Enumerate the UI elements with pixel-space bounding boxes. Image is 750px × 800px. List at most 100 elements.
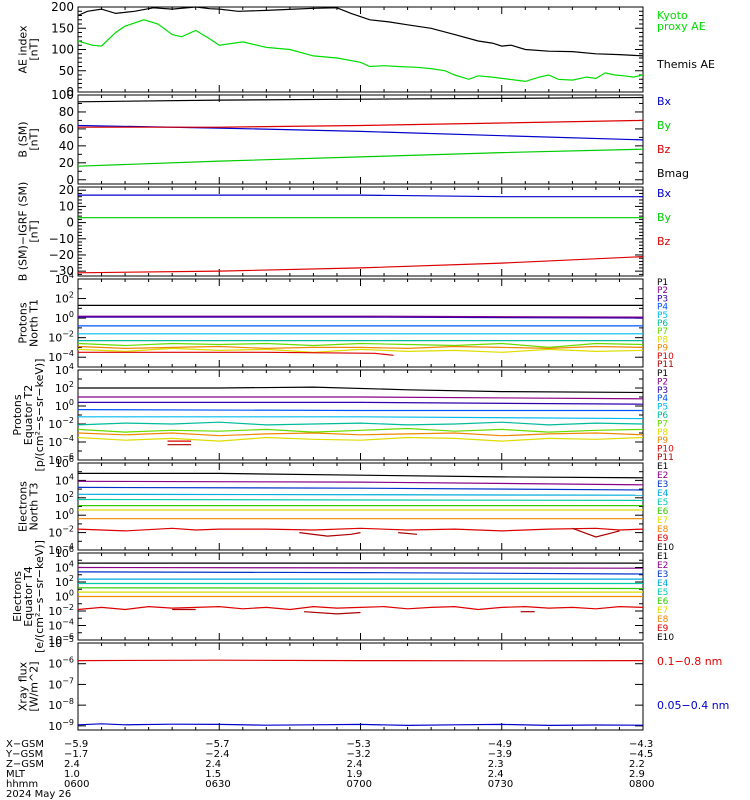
y-tick-label: 102 bbox=[55, 574, 74, 589]
legend-label: Bz bbox=[657, 235, 671, 248]
series-line bbox=[78, 386, 644, 394]
y-axis-label: [e/(cm²−s−sr−keV)] bbox=[33, 540, 46, 653]
ephemeris-value: 1.5 bbox=[205, 769, 221, 780]
legend-label: P2 bbox=[657, 286, 668, 296]
panel-frame bbox=[77, 642, 644, 731]
y-axis-label: B (SM)−IGRF (SM) bbox=[17, 182, 30, 282]
series-line bbox=[77, 659, 644, 662]
date-label: 2024 May 26 bbox=[6, 789, 71, 800]
y-tick-label: 0 bbox=[66, 216, 74, 230]
legend-label: E3 bbox=[657, 480, 668, 490]
legend-label: P8 bbox=[657, 428, 668, 438]
y-axis-label: North T1 bbox=[28, 299, 41, 347]
legend-label: 0.1−0.8 nm bbox=[657, 655, 722, 668]
ephemeris-value: 0600 bbox=[64, 779, 89, 790]
y-tick-label: 10−2 bbox=[48, 525, 74, 540]
y-tick-label: 104 bbox=[55, 560, 74, 575]
legend-label: proxy AE bbox=[657, 20, 706, 33]
y-tick-label: 102 bbox=[55, 490, 74, 505]
series-line bbox=[78, 401, 644, 405]
legend-label: E7 bbox=[657, 516, 668, 526]
series-line bbox=[78, 472, 644, 479]
y-tick-label: 106 bbox=[55, 545, 74, 560]
ephemeris-value: 1.9 bbox=[347, 769, 363, 780]
ephemeris-row-label: hhmm bbox=[6, 779, 38, 790]
series-line bbox=[77, 409, 643, 412]
legend-label: P6 bbox=[657, 319, 668, 329]
y-axis-label: Protons bbox=[11, 394, 24, 435]
legend-label: E5 bbox=[657, 588, 668, 598]
ephemeris-row-label: X−GSM bbox=[6, 739, 44, 750]
legend-label: E6 bbox=[657, 507, 669, 517]
y-tick-label: 10−9 bbox=[48, 718, 74, 733]
legend-label: Themis AE bbox=[656, 58, 715, 71]
series-line bbox=[77, 723, 644, 727]
legend-label: E8 bbox=[657, 525, 669, 535]
y-axis-label: [p/(cm²−s−sr−keV)] bbox=[33, 359, 46, 472]
y-tick-label: 100 bbox=[55, 398, 74, 413]
ephemeris-value: −5.9 bbox=[64, 739, 88, 750]
legend-label: E7 bbox=[657, 606, 668, 616]
series-line bbox=[77, 566, 644, 569]
y-tick-label: 10−7 bbox=[48, 676, 74, 691]
ephemeris-value: 2.2 bbox=[629, 759, 645, 770]
y-tick-label: −20 bbox=[49, 248, 74, 262]
ephemeris-value: 2.4 bbox=[205, 759, 221, 770]
legend-label: E8 bbox=[657, 615, 669, 625]
legend-label: E9 bbox=[657, 534, 669, 544]
series-line bbox=[77, 19, 644, 83]
legend-label: P2 bbox=[657, 377, 668, 387]
ephemeris-value: 0730 bbox=[488, 779, 513, 790]
series-line bbox=[78, 316, 644, 319]
y-tick-label: 10−2 bbox=[48, 416, 74, 431]
ephemeris-value: 2.4 bbox=[64, 759, 80, 770]
legend-label: P3 bbox=[657, 294, 668, 304]
y-tick-label: 10−8 bbox=[48, 697, 74, 712]
y-tick-label: 80 bbox=[59, 105, 74, 119]
ephemeris-value: −5.7 bbox=[205, 739, 229, 750]
series-line bbox=[77, 432, 644, 437]
ephemeris-row-label: Z−GSM bbox=[6, 759, 44, 770]
y-tick-label: 20 bbox=[59, 183, 74, 197]
series-line bbox=[303, 611, 361, 615]
y-tick-label: 150 bbox=[51, 21, 74, 35]
panel-frame bbox=[77, 278, 644, 368]
series-line bbox=[77, 427, 644, 433]
ephemeris-value: 2.3 bbox=[488, 759, 504, 770]
y-tick-label: 10−4 bbox=[48, 349, 74, 364]
series-line bbox=[77, 345, 644, 350]
legend-label: Bz bbox=[657, 143, 671, 156]
series-line bbox=[77, 421, 644, 426]
y-tick-label: 200 bbox=[51, 0, 74, 14]
series-line bbox=[77, 148, 644, 167]
ephemeris-row-label: MLT bbox=[6, 769, 26, 780]
y-axis-label: Protons bbox=[17, 302, 30, 343]
series-line bbox=[77, 486, 644, 491]
panel-7: 10−610−410−2100102104106ElectronsEquator… bbox=[11, 540, 674, 653]
y-tick-label: 100 bbox=[55, 507, 74, 522]
y-tick-label: 10−6 bbox=[48, 632, 74, 647]
y-tick-label: 104 bbox=[55, 271, 74, 286]
y-tick-label: 100 bbox=[51, 88, 74, 102]
y-tick-label: 10−6 bbox=[48, 452, 74, 467]
series-line bbox=[77, 342, 644, 349]
series-line bbox=[78, 416, 644, 420]
ephemeris-value: −4.3 bbox=[629, 739, 653, 750]
series-line bbox=[572, 527, 620, 538]
legend-label: Bx bbox=[657, 187, 672, 200]
y-axis-label: [nT] bbox=[28, 38, 41, 60]
y-tick-label: 0 bbox=[66, 85, 74, 99]
ephemeris-value: −2.4 bbox=[205, 749, 229, 760]
legend-label: P9 bbox=[657, 344, 668, 354]
legend-label: Bmag bbox=[657, 167, 689, 180]
series-line bbox=[78, 194, 643, 198]
y-tick-label: 102 bbox=[55, 291, 74, 306]
legend-label: P3 bbox=[657, 386, 668, 396]
y-tick-label: 100 bbox=[51, 43, 74, 57]
series-line bbox=[77, 571, 644, 575]
series-line bbox=[78, 119, 644, 128]
y-axis-label: [W/m^2] bbox=[28, 661, 41, 711]
y-axis-label: B (SM) bbox=[17, 121, 30, 157]
